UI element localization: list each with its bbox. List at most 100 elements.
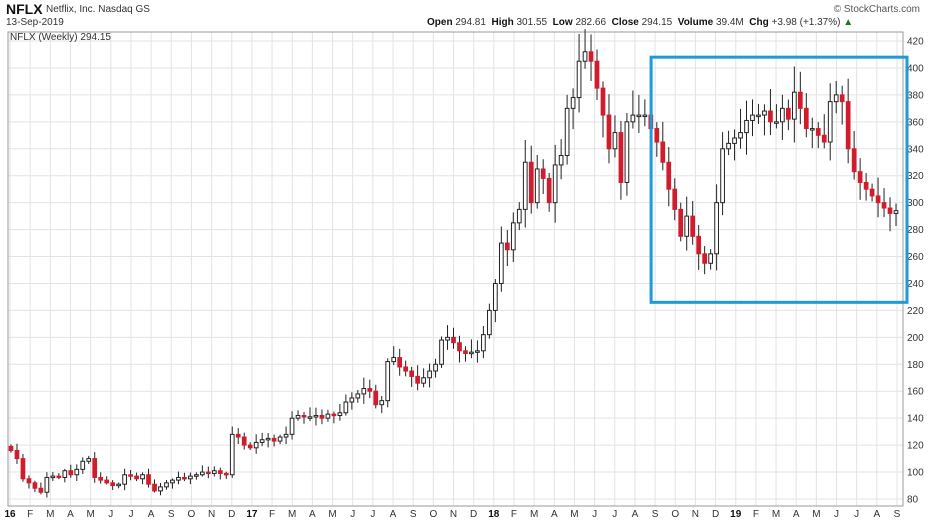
candle-body xyxy=(887,207,893,214)
candle-body xyxy=(229,433,235,476)
candle-body xyxy=(498,242,504,284)
stockcharts-logo: © StockCharts.com xyxy=(833,4,920,15)
candle xyxy=(481,326,486,359)
candle-body xyxy=(642,114,648,118)
candle-body xyxy=(259,439,265,443)
x-tick-label: N xyxy=(692,509,699,520)
x-tick-label: A xyxy=(793,509,800,520)
candle xyxy=(451,327,456,349)
candle-body xyxy=(606,114,612,150)
candle-body xyxy=(762,110,767,116)
candle xyxy=(469,339,474,359)
x-tick-label: A xyxy=(632,509,639,520)
candle-body xyxy=(732,137,737,144)
candle xyxy=(68,464,74,478)
candle-body xyxy=(612,132,618,150)
candle xyxy=(498,226,504,292)
candle-body xyxy=(176,476,181,481)
candle xyxy=(110,480,116,490)
candle xyxy=(170,478,175,489)
candle xyxy=(487,303,492,339)
candle-body xyxy=(223,472,229,476)
candle-body xyxy=(116,483,121,487)
candle-body xyxy=(8,445,14,452)
x-tick-label: J xyxy=(128,509,133,520)
candle-body xyxy=(158,486,163,492)
candle xyxy=(253,434,259,454)
y-tick-label: 260 xyxy=(907,252,924,263)
candle xyxy=(881,188,887,218)
x-tick-label: J xyxy=(108,509,113,520)
candle-body xyxy=(301,414,307,418)
candle-body xyxy=(678,208,684,237)
candle xyxy=(821,114,827,149)
candle-body xyxy=(660,141,666,163)
candle xyxy=(857,158,863,200)
x-tick-label: J xyxy=(370,509,375,520)
candle xyxy=(780,94,785,140)
candle-body xyxy=(833,94,839,103)
candle xyxy=(839,85,845,125)
candle xyxy=(199,465,205,477)
candle-body xyxy=(391,357,397,363)
candle xyxy=(612,115,618,158)
candle xyxy=(241,432,247,450)
candle-body xyxy=(265,437,271,441)
candle-body xyxy=(791,91,797,120)
candle-body xyxy=(475,350,480,353)
candle-body xyxy=(845,101,851,150)
candle-body xyxy=(875,195,881,204)
y-tick-label: 320 xyxy=(907,171,924,182)
candle xyxy=(702,246,708,275)
candle-body xyxy=(289,417,295,435)
x-tick-label: S xyxy=(410,509,417,520)
candle xyxy=(803,93,809,138)
candle-body xyxy=(355,393,361,399)
candle-body xyxy=(588,51,594,62)
candle xyxy=(457,335,462,363)
high-label: High xyxy=(491,17,514,28)
x-tick-label: A xyxy=(390,509,397,520)
candle-body xyxy=(493,282,498,311)
x-tick-label: 16 xyxy=(4,509,16,520)
y-tick-label: 160 xyxy=(907,387,924,398)
candle xyxy=(582,29,588,69)
candle xyxy=(732,129,737,161)
chg-label: Chg xyxy=(749,17,769,28)
candle xyxy=(14,443,20,464)
candle-body xyxy=(851,148,857,173)
candle-body xyxy=(373,390,379,406)
candle xyxy=(44,472,50,498)
candle xyxy=(660,121,666,171)
candle xyxy=(726,130,731,156)
x-tick-label: N xyxy=(450,509,457,520)
candle xyxy=(146,468,151,488)
candle xyxy=(869,183,875,202)
candle xyxy=(409,366,414,387)
candle xyxy=(397,348,403,376)
annotation-layer xyxy=(649,55,909,304)
candle-body xyxy=(445,336,450,341)
candle xyxy=(893,203,899,227)
candle-body xyxy=(26,478,32,484)
candle xyxy=(182,472,187,482)
candle xyxy=(38,482,44,495)
y-tick-label: 380 xyxy=(907,90,924,101)
candle-body xyxy=(720,148,725,204)
candle-body xyxy=(636,114,642,118)
candle-body xyxy=(427,370,432,379)
candle xyxy=(74,464,80,481)
candle-body xyxy=(540,168,546,179)
candle xyxy=(98,472,104,484)
candle xyxy=(289,411,295,440)
candle xyxy=(786,99,791,131)
candle xyxy=(211,466,217,477)
candle xyxy=(229,426,235,478)
candle xyxy=(361,377,367,404)
x-tick-label: 19 xyxy=(730,509,742,520)
candle-body xyxy=(409,370,414,377)
x-tick-label: M xyxy=(328,509,336,520)
candle-body xyxy=(684,215,690,237)
low-value: 282.66 xyxy=(575,17,607,28)
